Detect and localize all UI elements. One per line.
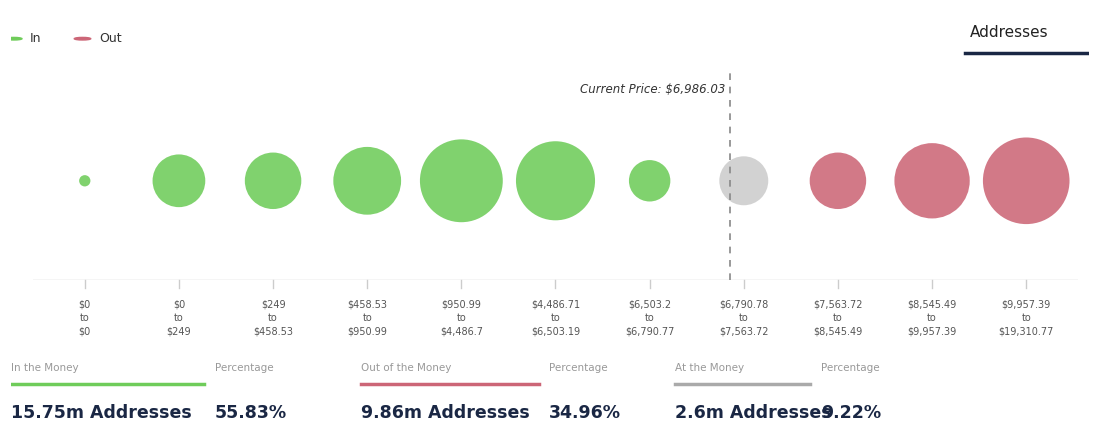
Text: 9.22%: 9.22%	[821, 404, 881, 422]
Text: $458.53
to
$950.99: $458.53 to $950.99	[348, 300, 387, 336]
Text: 55.83%: 55.83%	[214, 404, 287, 422]
Text: 2.6m Addresses: 2.6m Addresses	[674, 404, 832, 422]
Ellipse shape	[983, 138, 1069, 224]
Text: Out of the Money: Out of the Money	[361, 363, 451, 373]
Ellipse shape	[516, 141, 595, 220]
Text: $0
to
$249: $0 to $249	[166, 300, 191, 336]
Text: At the Money: At the Money	[674, 363, 744, 373]
Text: 15.75m Addresses: 15.75m Addresses	[11, 404, 191, 422]
Text: $6,790.78
to
$7,563.72: $6,790.78 to $7,563.72	[719, 300, 769, 336]
Ellipse shape	[420, 139, 503, 222]
Ellipse shape	[894, 143, 970, 218]
Text: Addresses: Addresses	[970, 25, 1048, 40]
Text: $950.99
to
$4,486.7: $950.99 to $4,486.7	[440, 300, 483, 336]
Ellipse shape	[810, 153, 866, 209]
Text: $249
to
$458.53: $249 to $458.53	[253, 300, 293, 336]
Text: $0
to
$0: $0 to $0	[79, 300, 91, 336]
Circle shape	[75, 37, 90, 40]
Text: $9,957.39
to
$19,310.77: $9,957.39 to $19,310.77	[999, 300, 1054, 336]
Text: In the Money: In the Money	[11, 363, 78, 373]
Text: Out: Out	[99, 32, 122, 45]
Ellipse shape	[719, 157, 768, 205]
Text: $7,563.72
to
$8,545.49: $7,563.72 to $8,545.49	[813, 300, 862, 336]
Text: 9.86m Addresses: 9.86m Addresses	[361, 404, 530, 422]
Text: In: In	[30, 32, 42, 45]
Text: Percentage: Percentage	[821, 363, 880, 373]
Text: $8,545.49
to
$9,957.39: $8,545.49 to $9,957.39	[908, 300, 957, 336]
Ellipse shape	[333, 147, 402, 215]
Ellipse shape	[79, 175, 90, 187]
Text: Percentage: Percentage	[549, 363, 608, 373]
Text: 34.96%: 34.96%	[549, 404, 621, 422]
Text: $6,503.2
to
$6,790.77: $6,503.2 to $6,790.77	[625, 300, 674, 336]
Circle shape	[6, 37, 22, 40]
Ellipse shape	[245, 153, 301, 209]
Text: Current Price: $6,986.03: Current Price: $6,986.03	[580, 83, 725, 96]
Ellipse shape	[153, 154, 206, 207]
Text: $4,486.71
to
$6,503.19: $4,486.71 to $6,503.19	[531, 300, 580, 336]
Ellipse shape	[629, 160, 670, 202]
Text: Percentage: Percentage	[214, 363, 274, 373]
